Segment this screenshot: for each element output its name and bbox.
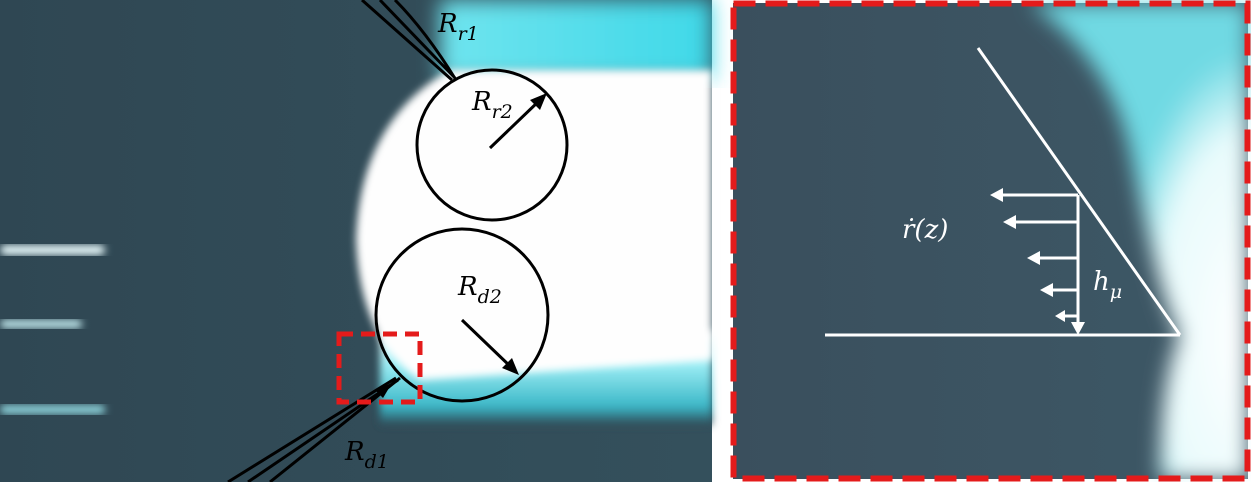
label-main: R [471, 87, 492, 117]
right-panel: ṙ(z) hμ [733, 3, 1248, 479]
cyan-region [440, 0, 712, 80]
label-main: R [344, 437, 365, 467]
label-sub: d2 [478, 286, 502, 308]
label-main: R [457, 272, 478, 302]
label-sub: r1 [458, 23, 479, 45]
label-sub: d1 [365, 451, 389, 473]
label: ṙ(z) [902, 215, 948, 245]
label-sub: r2 [492, 101, 513, 123]
streak [0, 245, 105, 255]
left-panel: Rr1 Rr2 Rd2 Rd1 [0, 0, 712, 482]
label-main: ṙ(z) [902, 215, 948, 245]
streak [0, 320, 82, 328]
streak [0, 405, 105, 414]
figure: Rr1 Rr2 Rd2 Rd1 ṙ(z) hμ [0, 0, 1251, 482]
label-sub: μ [1110, 281, 1122, 303]
label-main: h [1093, 267, 1110, 297]
label-main: R [437, 9, 458, 39]
